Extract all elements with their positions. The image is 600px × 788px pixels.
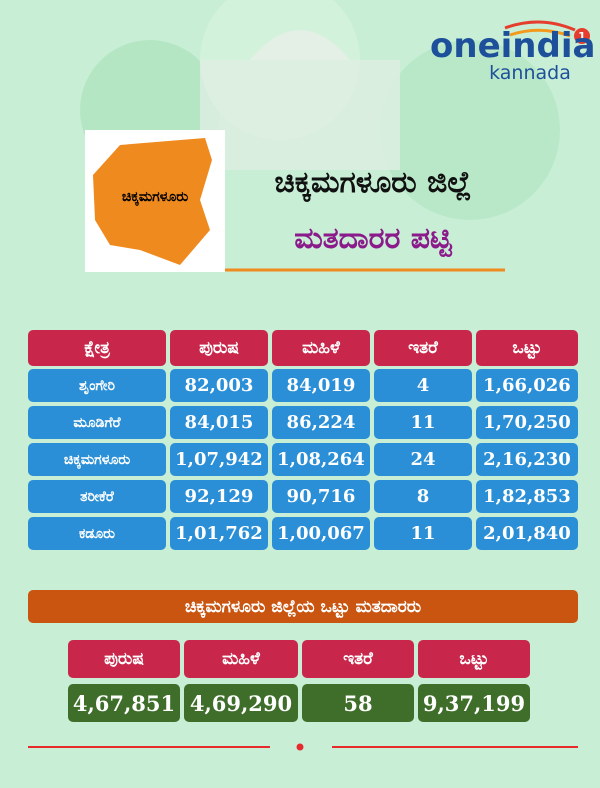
row-label: ಮೂಡಿಗೆರೆ xyxy=(28,406,166,439)
brand: oneindia xyxy=(430,26,596,66)
column-header: ಒಟ್ಟು xyxy=(476,330,578,366)
cell: 1,00,067 xyxy=(272,517,370,550)
cell: 86,224 xyxy=(272,406,370,439)
summary-header: ಮಹಿಳೆ xyxy=(184,640,298,678)
cell: 1,70,250 xyxy=(476,406,578,439)
row-label: ತರೀಕೆರೆ xyxy=(28,480,166,513)
cell: 1,07,942 xyxy=(170,443,268,476)
cell: 2,01,840 xyxy=(476,517,578,550)
cell: 1,08,264 xyxy=(272,443,370,476)
summary-value: 4,69,290 xyxy=(184,684,298,722)
column-header: ಇತರೆ xyxy=(374,330,472,366)
summary-value: 4,67,851 xyxy=(68,684,180,722)
cell: 2,16,230 xyxy=(476,443,578,476)
summary-value: 9,37,199 xyxy=(418,684,530,722)
footer-rule xyxy=(28,743,578,751)
cell: 8 xyxy=(374,480,472,513)
cell: 11 xyxy=(374,517,472,550)
column-header: ಮಹಿಳೆ xyxy=(272,330,370,366)
cell: 1,66,026 xyxy=(476,369,578,402)
summary-title: ಚಿಕ್ಕಮಗಳೂರು ಜಿಲ್ಲೆಯ ಒಟ್ಟು ಮತದಾರರು xyxy=(28,590,578,623)
brand-sub: kannada xyxy=(489,62,571,84)
badge: 1 xyxy=(578,29,586,43)
column-header: ಕ್ಷೇತ್ರ xyxy=(28,330,166,366)
row-label: ಶೃಂಗೇರಿ xyxy=(28,369,166,402)
cell: 1,82,853 xyxy=(476,480,578,513)
cell: 1,01,762 xyxy=(170,517,268,550)
cell: 24 xyxy=(374,443,472,476)
cell: 90,716 xyxy=(272,480,370,513)
title-line1: ಚಿಕ್ಕಮಗಳೂರು ಜಿಲ್ಲೆ xyxy=(274,164,472,200)
map-label: ಚಿಕ್ಕಮಗಳೂರು xyxy=(121,189,189,205)
summary-value: 58 xyxy=(302,684,414,722)
summary-header: ಪುರುಷ xyxy=(68,640,180,678)
row-label: ಕಡೂರು xyxy=(28,517,166,550)
summary-header: ಒಟ್ಟು xyxy=(418,640,530,678)
summary-header: ಇತರೆ xyxy=(302,640,414,678)
title-line2: ಮತದಾರರ ಪಟ್ಟಿ xyxy=(294,220,452,256)
cell: 82,003 xyxy=(170,369,268,402)
row-label: ಚಿಕ್ಕಮಗಳೂರು xyxy=(28,443,166,476)
cell: 4 xyxy=(374,369,472,402)
column-header: ಪುರುಷ xyxy=(170,330,268,366)
cell: 84,015 xyxy=(170,406,268,439)
cell: 84,019 xyxy=(272,369,370,402)
cell: 92,129 xyxy=(170,480,268,513)
cell: 11 xyxy=(374,406,472,439)
header-art xyxy=(80,0,590,272)
